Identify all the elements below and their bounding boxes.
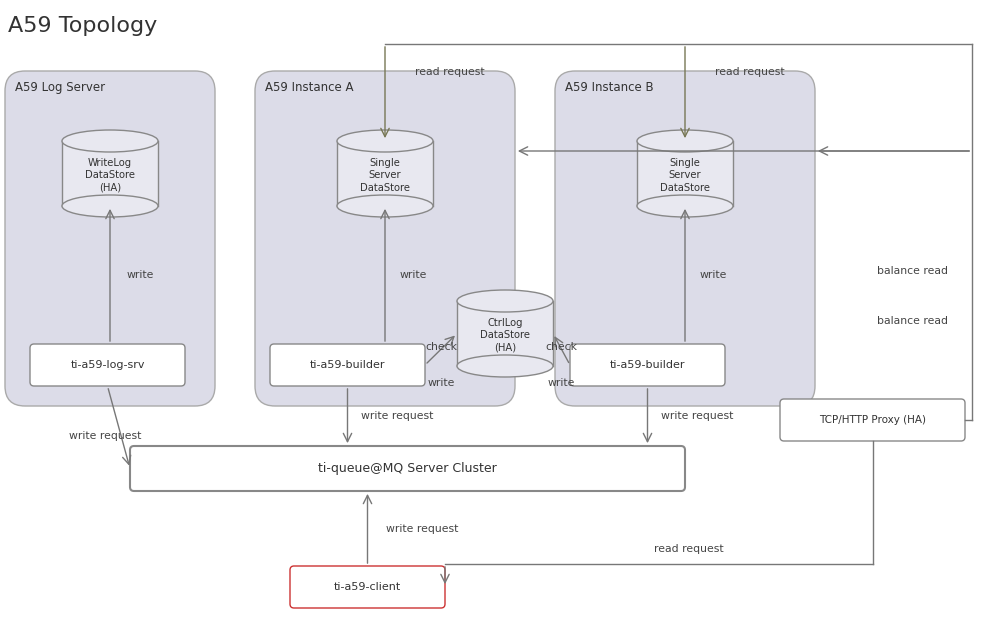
Ellipse shape (337, 195, 433, 217)
Text: write: write (699, 270, 727, 280)
Bar (457, 301, 553, 366)
Ellipse shape (62, 195, 158, 217)
Text: ti-a59-client: ti-a59-client (334, 582, 401, 592)
Ellipse shape (62, 130, 158, 152)
FancyBboxPatch shape (780, 399, 965, 441)
FancyBboxPatch shape (30, 344, 185, 386)
Text: write request: write request (386, 523, 459, 533)
Ellipse shape (337, 130, 433, 152)
Text: read request: read request (415, 67, 485, 77)
Text: TCP/HTTP Proxy (HA): TCP/HTTP Proxy (HA) (819, 415, 926, 425)
Text: ti-a59-log-srv: ti-a59-log-srv (70, 360, 145, 370)
Text: Single
Server
DataStore: Single Server DataStore (660, 158, 710, 193)
Text: check: check (425, 342, 457, 352)
Bar (337, 141, 433, 206)
Text: write: write (126, 270, 154, 280)
FancyBboxPatch shape (5, 71, 215, 406)
Text: balance read: balance read (877, 316, 948, 326)
Text: ti-a59-builder: ti-a59-builder (310, 360, 385, 370)
Bar (637, 141, 733, 206)
Text: ti-queue@MQ Server Cluster: ti-queue@MQ Server Cluster (318, 462, 497, 475)
Text: write request: write request (69, 431, 141, 441)
Text: A59 Topology: A59 Topology (8, 16, 157, 36)
Ellipse shape (637, 195, 733, 217)
FancyBboxPatch shape (130, 446, 685, 491)
Text: write: write (548, 378, 575, 388)
Ellipse shape (457, 355, 553, 377)
Ellipse shape (637, 130, 733, 152)
Text: A59 Instance A: A59 Instance A (265, 81, 354, 94)
Text: write: write (427, 378, 455, 388)
Text: read request: read request (715, 67, 785, 77)
Ellipse shape (457, 290, 553, 312)
Text: write request: write request (361, 411, 434, 421)
Text: CtrlLog
DataStore
(HA): CtrlLog DataStore (HA) (480, 318, 530, 353)
Text: read request: read request (654, 544, 724, 554)
FancyBboxPatch shape (255, 71, 515, 406)
Text: WriteLog
DataStore
(HA): WriteLog DataStore (HA) (85, 158, 135, 193)
Text: A59 Instance B: A59 Instance B (565, 81, 654, 94)
Text: balance read: balance read (877, 266, 948, 276)
FancyBboxPatch shape (270, 344, 425, 386)
Text: write request: write request (661, 411, 734, 421)
FancyBboxPatch shape (570, 344, 725, 386)
Text: check: check (546, 342, 578, 352)
FancyBboxPatch shape (555, 71, 815, 406)
Bar (62, 141, 158, 206)
Text: Single
Server
DataStore: Single Server DataStore (360, 158, 410, 193)
FancyBboxPatch shape (290, 566, 445, 608)
Text: A59 Log Server: A59 Log Server (15, 81, 105, 94)
Text: write: write (399, 270, 427, 280)
Text: ti-a59-builder: ti-a59-builder (610, 360, 685, 370)
